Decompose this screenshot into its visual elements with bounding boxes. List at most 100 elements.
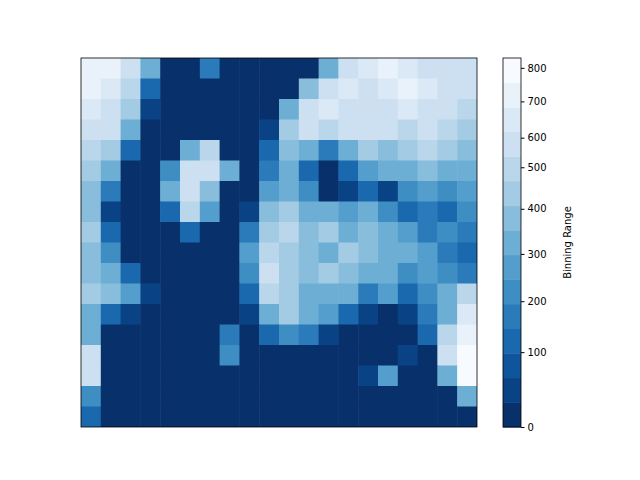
heatmap-cell: [259, 284, 279, 305]
heatmap-cell: [239, 222, 259, 243]
heatmap-cell: [398, 284, 418, 305]
heatmap-cell: [200, 284, 220, 305]
heatmap-cell: [378, 222, 398, 243]
heatmap-cell: [239, 263, 259, 284]
heatmap-cell: [279, 243, 299, 264]
heatmap-cell: [121, 58, 141, 79]
heatmap-cell: [378, 181, 398, 202]
heatmap-cell: [378, 366, 398, 387]
heatmap-cell: [200, 99, 220, 120]
heatmap-cell: [398, 58, 418, 79]
heatmap-cell: [259, 99, 279, 120]
heatmap-cell: [457, 263, 477, 284]
heatmap-cell: [338, 140, 358, 161]
heatmap-cell: [140, 58, 160, 79]
heatmap-cell: [121, 263, 141, 284]
heatmap-cell: [358, 181, 378, 202]
heatmap-cell: [398, 325, 418, 346]
heatmap-cell: [279, 58, 299, 79]
heatmap-cell: [398, 345, 418, 366]
colorbar-tick-label: 700: [528, 96, 547, 107]
heatmap-cell: [259, 202, 279, 223]
colorbar-axis-line: [522, 59, 525, 428]
heatmap-cell: [180, 325, 200, 346]
heatmap-cell: [338, 58, 358, 79]
heatmap-cell: [457, 243, 477, 264]
heatmap-cell: [358, 79, 378, 100]
heatmap-cell: [418, 284, 438, 305]
heatmap-cell: [259, 140, 279, 161]
heatmap-cell: [279, 161, 299, 182]
heatmap-cell: [81, 99, 101, 120]
heatmap-cell: [101, 222, 121, 243]
colorbar-bin: [503, 378, 521, 403]
heatmap-cell: [378, 345, 398, 366]
heatmap-cell: [101, 181, 121, 202]
heatmap-cell: [121, 304, 141, 325]
heatmap-cell: [81, 366, 101, 387]
heatmap-cell: [239, 161, 259, 182]
heatmap-cell: [180, 243, 200, 264]
heatmap-cell: [398, 79, 418, 100]
colorbar-tick: 700: [521, 96, 547, 107]
heatmap-cell: [140, 386, 160, 407]
heatmap-cell: [259, 161, 279, 182]
colorbar-tick-label: 300: [528, 249, 547, 260]
heatmap-cell: [319, 161, 339, 182]
colorbar-bin: [503, 329, 521, 354]
heatmap-cell: [101, 58, 121, 79]
heatmap-cell: [418, 58, 438, 79]
heatmap-cell: [398, 366, 418, 387]
heatmap-cell: [319, 263, 339, 284]
heatmap-cell: [239, 79, 259, 100]
heatmap-cell: [220, 79, 240, 100]
heatmap-cell: [338, 243, 358, 264]
heatmap-cell: [279, 304, 299, 325]
heatmap-cell: [101, 386, 121, 407]
heatmap-cell: [437, 366, 457, 387]
heatmap-cell: [358, 140, 378, 161]
colorbar-tick-label: 500: [528, 162, 547, 173]
heatmap-cell: [437, 222, 457, 243]
heatmap-cell: [437, 263, 457, 284]
colorbar-tick: 800: [521, 63, 547, 74]
heatmap-cell: [457, 181, 477, 202]
heatmap-cell: [101, 161, 121, 182]
heatmap-cell: [299, 181, 319, 202]
heatmap-cell: [101, 366, 121, 387]
heatmap-cell: [437, 284, 457, 305]
heatmap-cell: [160, 325, 180, 346]
colorbar-bin: [503, 83, 521, 108]
heatmap-cell: [319, 284, 339, 305]
heatmap-cell: [160, 284, 180, 305]
heatmap-cell: [200, 386, 220, 407]
heatmap-cell: [358, 161, 378, 182]
heatmap-cell: [121, 202, 141, 223]
heatmap-cell: [279, 222, 299, 243]
heatmap-cell: [338, 222, 358, 243]
heatmap-cell: [101, 243, 121, 264]
heatmap-cell: [140, 366, 160, 387]
heatmap-cell: [378, 120, 398, 141]
heatmap-cell: [239, 181, 259, 202]
heatmap-cell: [200, 58, 220, 79]
colorbar-bin: [503, 107, 521, 132]
heatmap-cell: [418, 243, 438, 264]
heatmap-cell: [259, 304, 279, 325]
heatmap-cell: [180, 366, 200, 387]
heatmap-cell: [239, 140, 259, 161]
heatmap-cell: [200, 202, 220, 223]
heatmap-cell: [378, 243, 398, 264]
heatmap-cell: [338, 120, 358, 141]
colorbar-bin: [503, 230, 521, 255]
heatmap-cell: [81, 325, 101, 346]
heatmap-cell: [140, 140, 160, 161]
heatmap-cell: [299, 386, 319, 407]
heatmap-cell: [121, 284, 141, 305]
heatmap-cell: [81, 386, 101, 407]
heatmap-cell: [457, 120, 477, 141]
heatmap-cell: [160, 222, 180, 243]
heatmap-cell: [140, 79, 160, 100]
heatmap-cell: [338, 202, 358, 223]
heatmap-cell: [279, 99, 299, 120]
